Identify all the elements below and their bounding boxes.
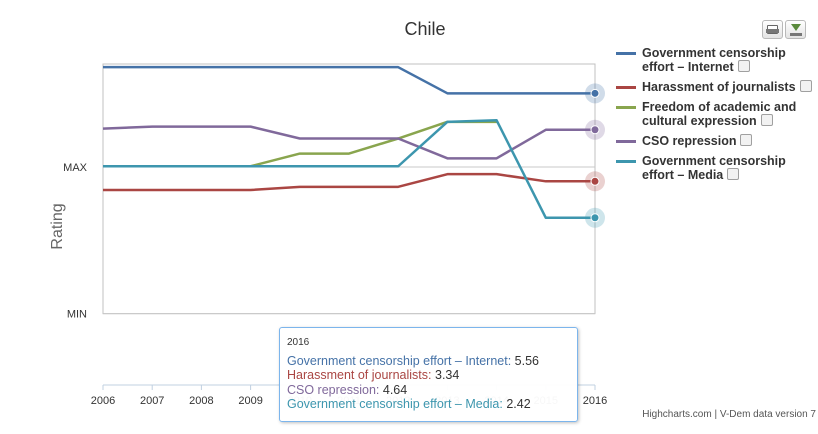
series-line-1[interactable]: [103, 172, 595, 192]
y-tick-label-min: MIN: [67, 309, 87, 321]
legend-item-3[interactable]: CSO repression: [614, 134, 814, 148]
legend-item-2[interactable]: Freedom of academic and cultural express…: [614, 100, 814, 128]
tooltip-series-value: 4.64: [379, 382, 408, 397]
legend-label: CSO repression: [642, 134, 737, 148]
x-tick-label: 2007: [140, 395, 164, 407]
data-point-0[interactable]: [590, 88, 600, 98]
print-chart-button[interactable]: [762, 20, 783, 39]
legend-label: Government censorship effort – Internet: [642, 46, 786, 74]
legend-swatch: [616, 86, 636, 89]
tooltip-series-value: 5.56: [511, 353, 540, 368]
series-line-0[interactable]: [103, 65, 595, 95]
data-point-3[interactable]: [590, 125, 600, 135]
tooltip-row: CSO repression: 4.64: [287, 383, 570, 398]
tooltip-series-value: 2.42: [502, 397, 531, 411]
download-chart-button[interactable]: [785, 20, 806, 39]
tooltip-series-value: 3.34: [431, 368, 460, 382]
x-tick-label: 2008: [189, 395, 213, 407]
chart-title: Chile: [404, 19, 445, 39]
x-tick-label: 2009: [238, 395, 262, 407]
legend-item-1[interactable]: Harassment of journalists: [614, 80, 814, 94]
download-icon: [791, 24, 801, 31]
printer-icon-tray: [766, 29, 779, 33]
series-line-4[interactable]: [103, 119, 595, 220]
tooltip-series-label: CSO repression:: [287, 382, 380, 397]
x-tick-label: 2016: [583, 395, 607, 407]
legend-label: Freedom of academic and cultural express…: [642, 100, 797, 128]
legend-checkbox[interactable]: [760, 114, 773, 126]
legend-label: Government censorship effort – Media: [642, 154, 786, 182]
legend-item-4[interactable]: Government censorship effort – Media: [614, 154, 814, 182]
x-tick-label: 2006: [91, 395, 115, 407]
legend-label: Harassment of journalists: [642, 80, 796, 94]
series-line-2[interactable]: [103, 120, 497, 168]
tooltip-series-label: Government censorship effort – Internet:: [287, 353, 512, 368]
chart-credit[interactable]: Highcharts.com | V-Dem data version 7: [642, 409, 816, 420]
chart-tooltip: 2016 Government censorship effort – Inte…: [279, 327, 578, 422]
legend-item-0[interactable]: Government censorship effort – Internet: [614, 46, 814, 74]
legend-swatch: [616, 52, 636, 55]
tooltip-series-label: Government censorship effort – Media:: [287, 397, 503, 411]
legend-checkbox[interactable]: [727, 168, 740, 180]
tooltip-series-label: Harassment of journalists:: [287, 368, 432, 382]
tooltip-row: Government censorship effort – Internet:…: [287, 354, 570, 369]
chart-legend: Government censorship effort – Internet H…: [614, 46, 814, 188]
legend-swatch: [616, 106, 636, 109]
download-icon-base: [790, 33, 802, 36]
tooltip-year: 2016: [287, 337, 310, 348]
legend-swatch: [616, 140, 636, 143]
legend-checkbox[interactable]: [799, 80, 812, 92]
series-line-3[interactable]: [102, 125, 595, 160]
legend-checkbox[interactable]: [737, 60, 750, 72]
tooltip-row: Harassment of journalists: 3.34: [287, 368, 570, 383]
y-axis-title: Rating: [49, 203, 66, 249]
data-point-4[interactable]: [590, 213, 600, 223]
legend-swatch: [616, 160, 636, 163]
data-point-1[interactable]: [590, 176, 600, 186]
y-tick-label-max: MAX: [63, 162, 88, 174]
legend-checkbox[interactable]: [740, 134, 753, 146]
tooltip-row: Government censorship effort – Media: 2.…: [287, 397, 570, 412]
